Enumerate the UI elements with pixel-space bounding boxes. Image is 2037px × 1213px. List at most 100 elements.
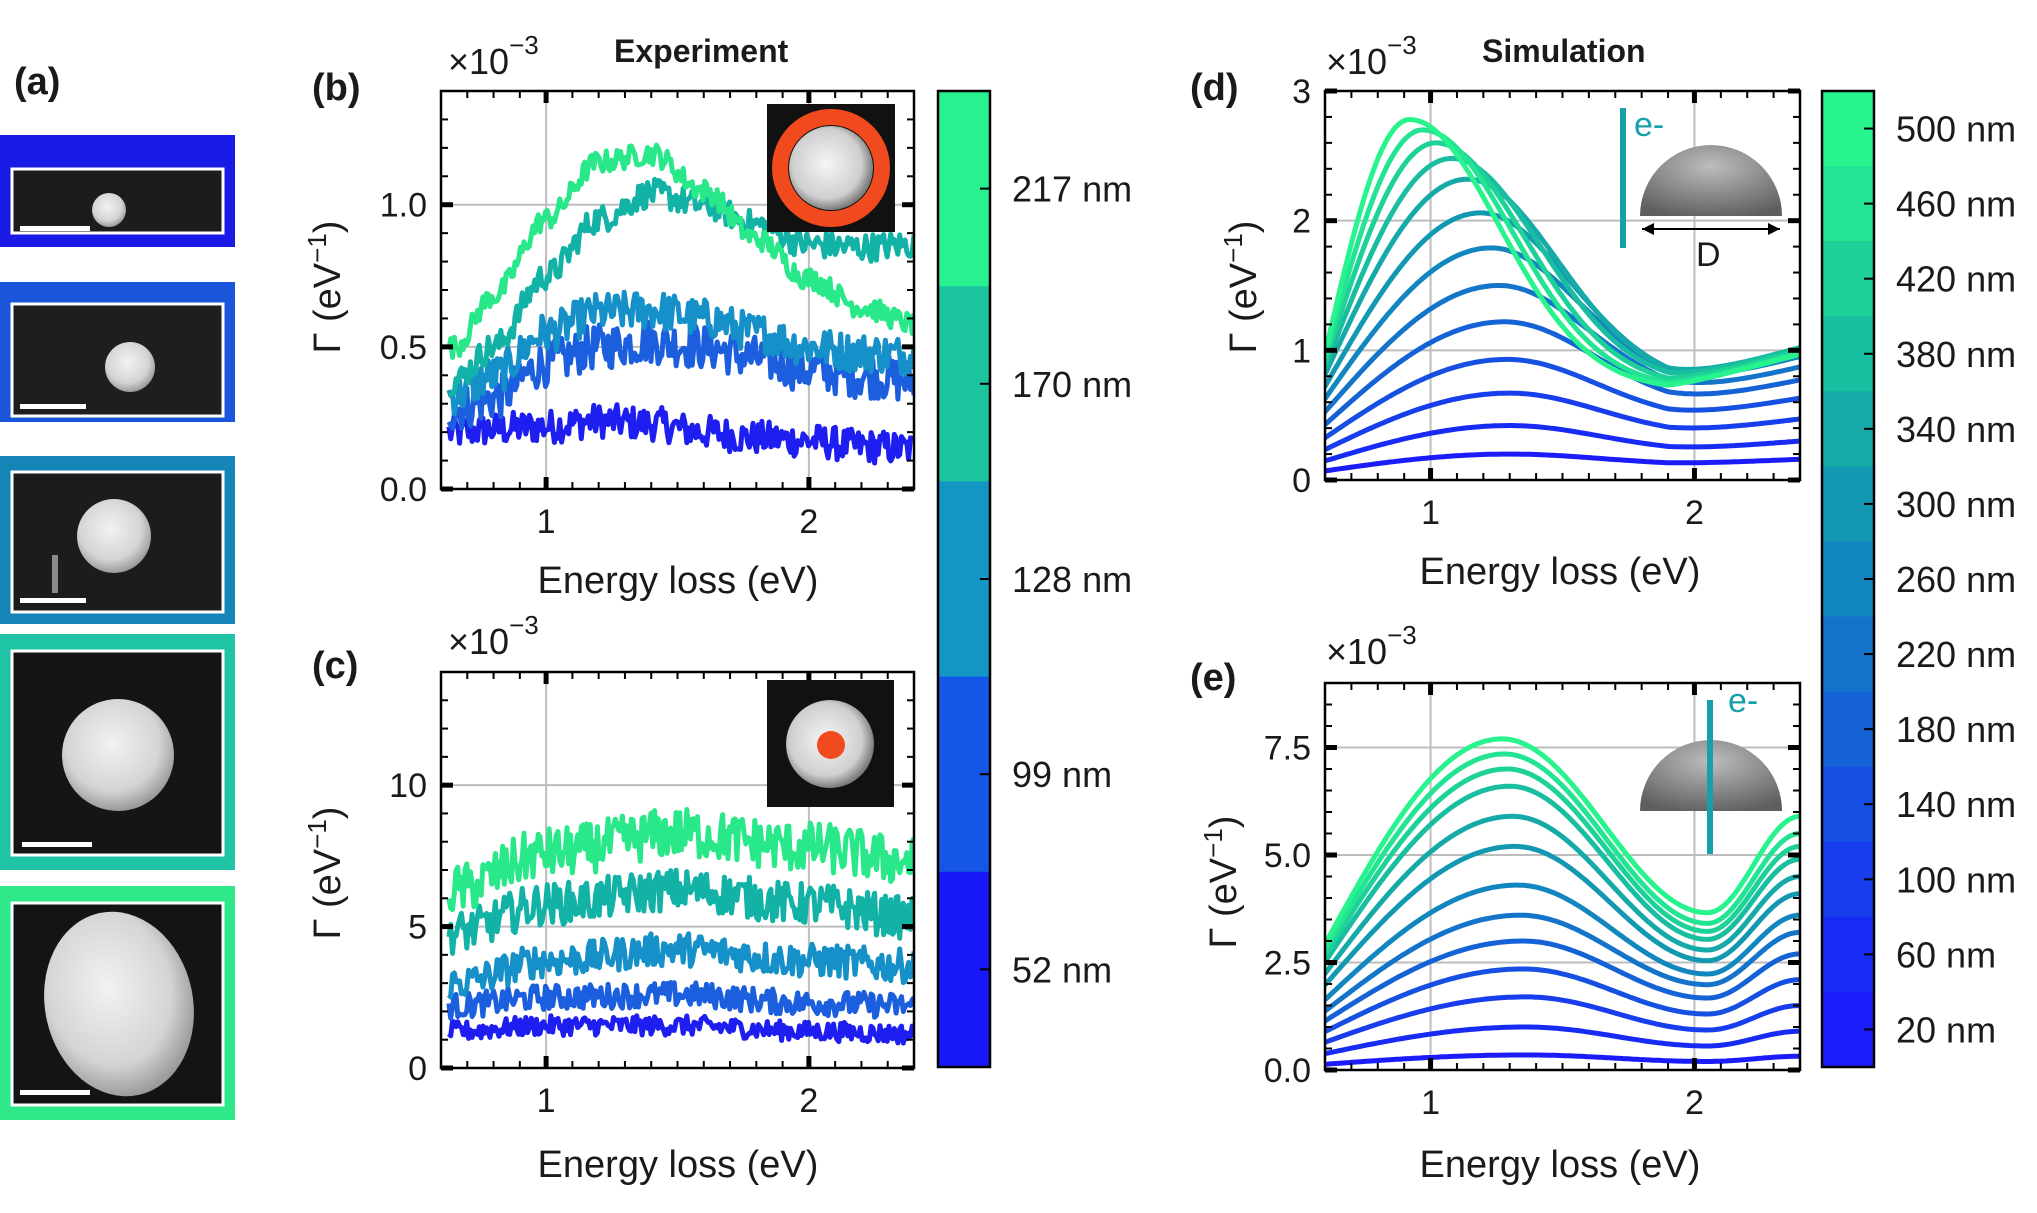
y-tick-label: 0.0 bbox=[380, 471, 427, 509]
model-curve-220nm bbox=[1325, 912, 1800, 1014]
plot-b: 1 2 0.0 0.5 1.0 bbox=[380, 89, 916, 541]
y-tick-label: 0 bbox=[1292, 462, 1311, 500]
colorbar-label: 460 nm bbox=[1896, 184, 2016, 225]
particle-image-4[interactable] bbox=[0, 634, 235, 870]
panel-d: (d) Simulation ×10−3 Γ (eV−1) Energy los… bbox=[1190, 30, 1802, 593]
xlabel-e: Energy loss (eV) bbox=[1420, 1144, 1701, 1186]
dimension-label: D bbox=[1696, 236, 1721, 274]
dome-d bbox=[1640, 145, 1782, 216]
series-line-128nm bbox=[446, 289, 914, 417]
beam-d bbox=[1620, 108, 1626, 248]
colorbar-label: 20 nm bbox=[1896, 1009, 1996, 1050]
particle-image-2[interactable] bbox=[0, 282, 235, 422]
model-curve-380nm bbox=[1325, 783, 1800, 965]
model-curve-420nm bbox=[1325, 140, 1800, 381]
exponent-d: ×10−3 bbox=[1326, 30, 1417, 82]
xlabel-b: Energy loss (eV) bbox=[538, 560, 819, 602]
colorbar-label: 140 nm bbox=[1896, 784, 2016, 825]
particle-image-1[interactable] bbox=[0, 135, 235, 247]
ylabel-b: Γ (eV−1) bbox=[302, 221, 349, 354]
colorbar-label: 220 nm bbox=[1896, 634, 2016, 675]
beam-e bbox=[1707, 700, 1713, 854]
panel-label-d: (d) bbox=[1190, 67, 1239, 109]
y-tick-label: 1.0 bbox=[380, 187, 427, 225]
colorbar-label: 217 nm bbox=[1012, 169, 1132, 210]
model-curve-340nm bbox=[1325, 813, 1800, 977]
colorbar-label: 380 nm bbox=[1896, 334, 2016, 375]
colorbar-label: 60 nm bbox=[1896, 934, 1996, 975]
model-curve-180nm bbox=[1325, 319, 1800, 428]
model-curve-100nm bbox=[1325, 994, 1800, 1045]
colorbar-label: 260 nm bbox=[1896, 559, 2016, 600]
model-curve-180nm bbox=[1325, 938, 1800, 1024]
model-curve-60nm bbox=[1325, 423, 1800, 464]
particle-image-5[interactable] bbox=[0, 886, 235, 1120]
particle-4 bbox=[62, 699, 174, 811]
model-curve-20nm bbox=[1325, 451, 1800, 474]
panel-label-a: (a) bbox=[14, 61, 60, 103]
series-group bbox=[446, 142, 914, 466]
colorbar-label: 180 nm bbox=[1896, 709, 2016, 750]
series-line-99nm bbox=[446, 980, 914, 1021]
scale-bar-3 bbox=[20, 598, 86, 603]
inset-c bbox=[767, 680, 894, 807]
panel-label-c: (c) bbox=[312, 645, 358, 687]
model-curve-60nm bbox=[1325, 1024, 1800, 1057]
plot-d: 1 2 0 1 2 3 bbox=[1292, 73, 1802, 532]
beam-label-e: e- bbox=[1728, 682, 1758, 720]
particle-image-3[interactable] bbox=[0, 456, 235, 624]
model-curve-460nm bbox=[1325, 751, 1800, 953]
colorbar-label: 99 nm bbox=[1012, 754, 1112, 795]
scale-bar-1 bbox=[20, 226, 90, 231]
particle-1 bbox=[92, 193, 126, 227]
colorbar-label: 500 nm bbox=[1896, 109, 2016, 150]
y-tick-label: 10 bbox=[389, 767, 427, 805]
y-tick-label: 0.0 bbox=[1264, 1052, 1311, 1090]
dot-marker bbox=[817, 731, 845, 759]
x-tick-label: 2 bbox=[799, 1082, 818, 1120]
x-tick-label: 1 bbox=[1421, 494, 1440, 532]
particle-3 bbox=[77, 499, 151, 573]
particle-2 bbox=[105, 342, 155, 392]
model-curve-20nm bbox=[1325, 1052, 1800, 1067]
model-curve-140nm bbox=[1325, 356, 1800, 441]
panel-label-b: (b) bbox=[312, 67, 361, 109]
model-curve-380nm bbox=[1325, 155, 1800, 376]
beam-label-d: e- bbox=[1634, 106, 1664, 144]
colorbar-label: 340 nm bbox=[1896, 409, 2016, 450]
colorbar-label: 52 nm bbox=[1012, 949, 1112, 990]
exponent-c: ×10−3 bbox=[448, 610, 539, 662]
inset-b bbox=[767, 104, 895, 232]
plot-e: 1 2 0.0 2.5 5.0 7.5 bbox=[1264, 681, 1802, 1122]
model-curve-140nm bbox=[1325, 966, 1800, 1035]
model-curve-500nm bbox=[1325, 736, 1800, 947]
model-curve-500nm bbox=[1325, 117, 1800, 388]
y-tick-label: 0.5 bbox=[380, 329, 427, 367]
colorbar-label: 100 nm bbox=[1896, 859, 2016, 900]
colorbar-simulation: 500 nm 460 nm 420 nm 380 nm 340 nm 300 nm 260 … bbox=[1820, 89, 2016, 1069]
xlabel-c: Energy loss (eV) bbox=[538, 1144, 819, 1186]
x-tick-label: 2 bbox=[1685, 1084, 1704, 1122]
panel-e: (e) ×10−3 Γ (eV−1) Energy loss (eV) 1 2 0.… bbox=[1190, 620, 1802, 1186]
scale-bar-5 bbox=[20, 1090, 90, 1095]
y-tick-label: 3 bbox=[1292, 73, 1311, 111]
colorbar-label: 170 nm bbox=[1012, 364, 1132, 405]
series-group bbox=[446, 807, 914, 1046]
model-curve-260nm bbox=[1325, 882, 1800, 1003]
series-line-170nm bbox=[446, 867, 914, 956]
y-tick-label: 5 bbox=[408, 909, 427, 947]
panel-a: (a) bbox=[0, 61, 235, 1120]
x-tick-label: 1 bbox=[537, 1082, 556, 1120]
y-tick-label: 7.5 bbox=[1264, 730, 1311, 768]
model-curve-300nm bbox=[1325, 843, 1800, 988]
series-line-170nm bbox=[448, 176, 914, 398]
ring-marker bbox=[772, 109, 890, 227]
colorbar-label: 128 nm bbox=[1012, 559, 1132, 600]
panel-title-b: Experiment bbox=[614, 33, 789, 69]
plot-c: 1 2 0 5 10 bbox=[389, 670, 916, 1120]
panel-b: (b) Experiment ×10−3 Γ (eV−1) Energy los… bbox=[302, 30, 916, 602]
scale-bar-2 bbox=[20, 404, 86, 409]
series-group bbox=[1325, 736, 1800, 1067]
y-tick-label: 1 bbox=[1292, 332, 1311, 370]
series-line-128nm bbox=[446, 931, 914, 1000]
